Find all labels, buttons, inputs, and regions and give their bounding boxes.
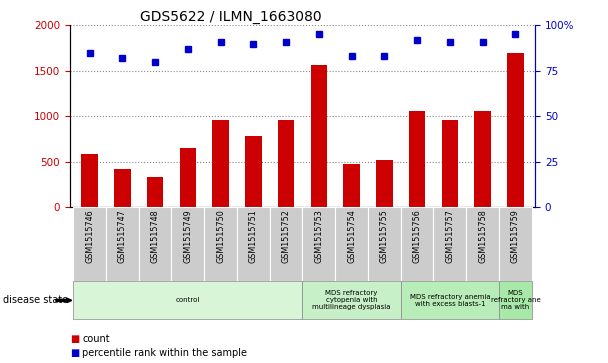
Text: control: control [176, 297, 200, 303]
Bar [441, 120, 458, 207]
Text: GSM1515748: GSM1515748 [151, 209, 159, 263]
Text: GSM1515746: GSM1515746 [85, 209, 94, 263]
Bar [171, 207, 204, 281]
Bar [368, 207, 401, 281]
Bar [401, 281, 499, 319]
Text: GSM1515750: GSM1515750 [216, 209, 225, 263]
Bar [147, 177, 164, 207]
Text: GSM1515758: GSM1515758 [478, 209, 487, 263]
Bar [114, 169, 131, 207]
Bar [81, 154, 98, 207]
Text: percentile rank within the sample: percentile rank within the sample [82, 348, 247, 358]
Bar [73, 207, 106, 281]
Bar [499, 207, 532, 281]
Text: GSM1515751: GSM1515751 [249, 209, 258, 263]
Text: GSM1515747: GSM1515747 [118, 209, 127, 263]
Bar [73, 281, 302, 319]
Bar [474, 111, 491, 207]
Text: GSM1515757: GSM1515757 [446, 209, 454, 263]
Text: GSM1515754: GSM1515754 [347, 209, 356, 263]
Text: disease state: disease state [3, 295, 68, 305]
Text: GSM1515749: GSM1515749 [184, 209, 192, 263]
Text: GSM1515759: GSM1515759 [511, 209, 520, 263]
Bar [139, 207, 171, 281]
Bar [245, 136, 261, 207]
Text: GSM1515755: GSM1515755 [380, 209, 389, 263]
Bar [507, 53, 523, 207]
Text: GDS5622 / ILMN_1663080: GDS5622 / ILMN_1663080 [140, 11, 321, 24]
Bar [106, 207, 139, 281]
Bar [179, 148, 196, 207]
Bar [302, 207, 335, 281]
Text: MDS
refractory ane
ma with: MDS refractory ane ma with [491, 290, 541, 310]
Text: ■: ■ [70, 334, 79, 344]
Bar [278, 120, 294, 207]
Bar [237, 207, 270, 281]
Bar [204, 207, 237, 281]
Text: MDS refractory anemia
with excess blasts-1: MDS refractory anemia with excess blasts… [410, 294, 490, 307]
Bar [499, 281, 532, 319]
Text: ■: ■ [70, 348, 79, 358]
Bar [335, 207, 368, 281]
Bar [434, 207, 466, 281]
Text: count: count [82, 334, 109, 344]
Bar [344, 164, 360, 207]
Bar [270, 207, 303, 281]
Bar [409, 111, 426, 207]
Bar [212, 120, 229, 207]
Text: GSM1515756: GSM1515756 [413, 209, 421, 263]
Text: GSM1515752: GSM1515752 [282, 209, 291, 263]
Bar [401, 207, 434, 281]
Bar [302, 281, 401, 319]
Bar [466, 207, 499, 281]
Text: GSM1515753: GSM1515753 [314, 209, 323, 263]
Bar [311, 65, 327, 207]
Text: MDS refractory
cytopenia with
multilineage dysplasia: MDS refractory cytopenia with multilinea… [313, 290, 391, 310]
Bar [376, 160, 393, 207]
